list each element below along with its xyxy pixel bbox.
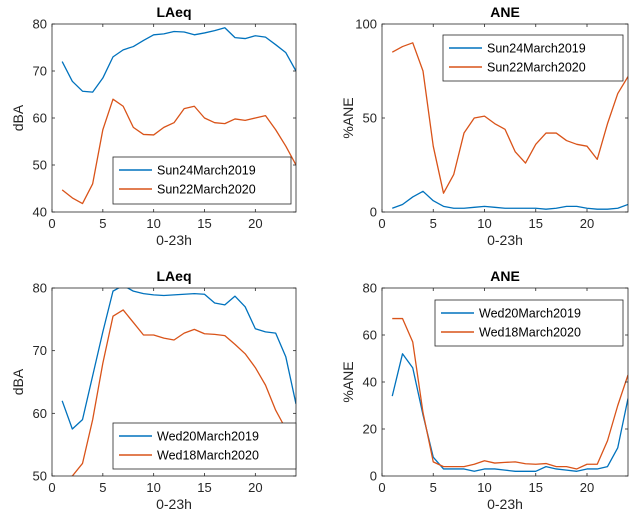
y-tick-label: 0 — [370, 205, 377, 220]
y-axis-label: dBA — [10, 368, 26, 395]
y-tick-label: 80 — [33, 17, 47, 32]
x-tick-label: 15 — [197, 216, 211, 231]
series-line-2 — [392, 317, 628, 470]
y-tick-label: 20 — [363, 422, 377, 437]
legend-box — [112, 422, 297, 470]
y-tick-label: 60 — [363, 328, 377, 343]
y-axis-label: %ANE — [340, 361, 356, 402]
y-tick-label: 50 — [363, 111, 377, 126]
legend: Wed20March2019 Wed18March2020 — [112, 422, 297, 470]
x-tick-label: 5 — [99, 216, 106, 231]
chart-title: ANE — [490, 4, 520, 20]
x-tick-label: 10 — [146, 480, 160, 495]
series-line-1 — [61, 27, 296, 93]
series-line-1 — [391, 353, 628, 472]
x-axis-label: 0-23h — [487, 496, 523, 512]
legend: Sun24March2019 Sun22March2020 — [442, 34, 624, 82]
series-line-1 — [392, 190, 628, 210]
chart-title: LAeq — [157, 4, 192, 20]
subplot-1: 0 5 10 15 20 40 50 60 70 80 LAeq 0-23h dBA Sun24March… — [10, 4, 297, 248]
series-line-1 — [61, 288, 296, 430]
legend-box — [434, 299, 624, 347]
x-tick-label: 15 — [529, 216, 543, 231]
legend: Wed20March2019 Wed18March2020 — [434, 299, 624, 347]
x-tick-label: 5 — [430, 216, 437, 231]
x-axis-label: 0-23h — [487, 232, 523, 248]
y-tick-label: 0 — [370, 469, 377, 484]
y-tick-label: 40 — [33, 205, 47, 220]
y-tick-label: 60 — [33, 406, 47, 421]
x-axis-label: 0-23h — [156, 496, 192, 512]
legend-entry-2: Wed18March2020 — [479, 326, 581, 340]
x-tick-label: 10 — [477, 216, 491, 231]
y-tick-label: 100 — [355, 17, 377, 32]
x-tick-label: 0 — [48, 480, 55, 495]
legend-box — [112, 156, 292, 205]
x-tick-label: 20 — [580, 216, 594, 231]
y-tick-label: 50 — [33, 469, 47, 484]
series-line-2 — [391, 42, 628, 194]
x-tick-label: 0 — [378, 216, 385, 231]
subplot-3: 0 5 10 15 20 50 60 70 80 LAeq 0-23h dBA Wed20March20… — [10, 268, 297, 512]
y-tick-label: 60 — [33, 111, 47, 126]
x-tick-label: 10 — [477, 480, 491, 495]
chart-title: LAeq — [157, 268, 192, 284]
x-axis-label: 0-23h — [156, 232, 192, 248]
y-tick-label: 50 — [33, 158, 47, 173]
legend-entry-1: Wed20March2019 — [157, 430, 259, 444]
chart-title: ANE — [490, 268, 520, 284]
y-axis-label: dBA — [10, 104, 26, 131]
y-axis-label: %ANE — [340, 97, 356, 138]
x-tick-label: 5 — [430, 480, 437, 495]
axes-box — [51, 287, 297, 477]
y-tick-label: 80 — [363, 281, 377, 296]
x-tick-label: 0 — [378, 480, 385, 495]
y-tick-label: 40 — [363, 375, 377, 390]
y-tick-label: 70 — [33, 64, 47, 79]
x-tick-label: 0 — [48, 216, 55, 231]
legend-entry-2: Sun22March2020 — [157, 183, 256, 197]
legend-entry-2: Sun22March2020 — [487, 61, 586, 75]
legend-entry-1: Wed20March2019 — [479, 307, 581, 321]
series-line-2 — [70, 309, 296, 476]
x-tick-label: 20 — [248, 480, 262, 495]
x-tick-label: 10 — [146, 216, 160, 231]
series-line-2 — [61, 98, 296, 205]
y-tick-label: 70 — [33, 343, 47, 358]
x-tick-label: 15 — [529, 480, 543, 495]
legend-box — [442, 34, 624, 82]
x-tick-label: 5 — [99, 480, 106, 495]
x-tick-label: 15 — [197, 480, 211, 495]
legend-entry-1: Sun24March2019 — [157, 164, 256, 178]
subplot-4: 0 5 10 15 20 0 20 40 60 80 ANE 0-23h %ANE Wed20March2… — [340, 268, 629, 512]
x-tick-label: 20 — [580, 480, 594, 495]
legend-entry-2: Wed18March2020 — [157, 449, 259, 463]
legend: Sun24March2019 Sun22March2020 — [112, 156, 292, 205]
x-tick-label: 20 — [248, 216, 262, 231]
y-tick-label: 80 — [33, 281, 47, 296]
subplot-2: 0 5 10 15 20 0 50 100 ANE 0-23h %ANE Sun24March2019… — [340, 4, 629, 248]
legend-entry-1: Sun24March2019 — [487, 42, 586, 56]
